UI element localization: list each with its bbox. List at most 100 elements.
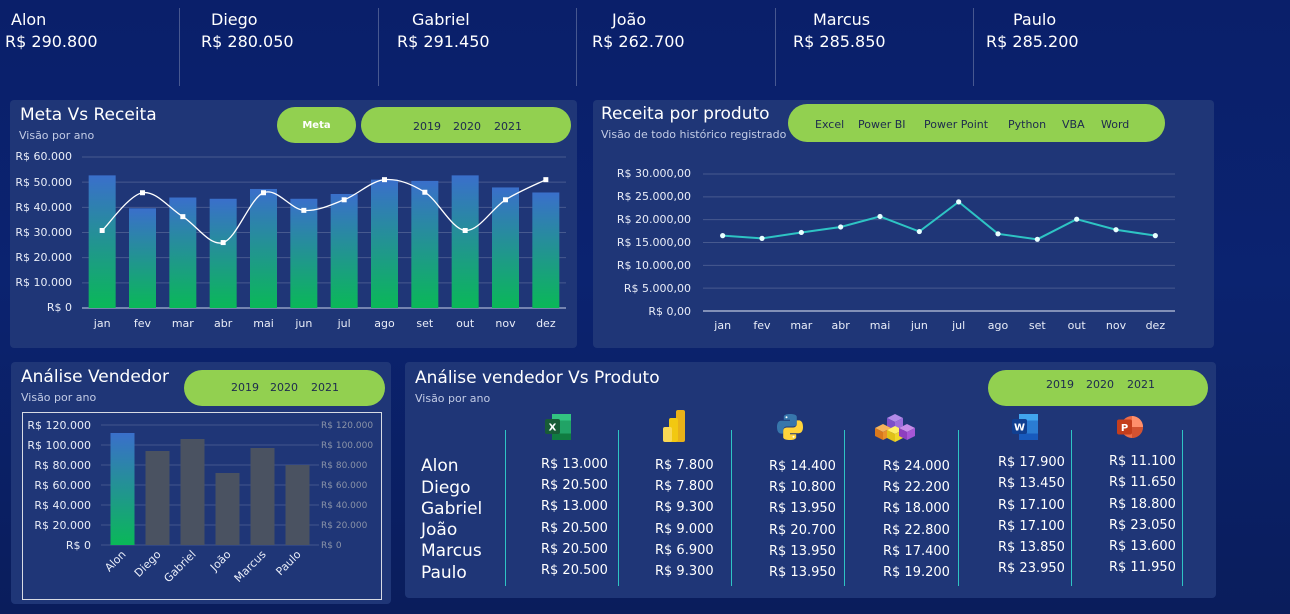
x-tick-label: dez xyxy=(536,317,556,330)
kpi-value: R$ 280.050 xyxy=(201,32,294,51)
revenue-point xyxy=(1034,236,1040,242)
python-icon xyxy=(777,414,803,440)
svg-text:X: X xyxy=(549,423,557,434)
year-option[interactable]: 2020 xyxy=(270,381,298,394)
year-option[interactable]: 2019 xyxy=(231,381,259,394)
y-tick-label: R$ 0 xyxy=(66,539,91,552)
value-cell: R$ 20.500 xyxy=(541,563,608,578)
meta-line xyxy=(101,178,547,244)
value-cell: R$ 7.800 xyxy=(655,479,714,494)
revenue-point xyxy=(759,235,765,241)
panel-title: Meta Vs Receita xyxy=(20,105,157,125)
value-cell: R$ 11.950 xyxy=(1109,560,1176,575)
value-cell: R$ 13.950 xyxy=(769,565,836,580)
value-cell: R$ 23.950 xyxy=(998,561,1065,576)
bar xyxy=(215,473,240,545)
bar xyxy=(250,188,277,308)
kpi-card: Gabriel R$ 291.450 xyxy=(379,8,577,86)
value-cell: R$ 14.400 xyxy=(769,459,836,474)
value-cell: R$ 20.500 xyxy=(541,521,608,536)
y-tick-label: R$ 100.000 xyxy=(27,439,91,452)
revenue-point xyxy=(916,228,922,235)
panel-subtitle: Visão por ano xyxy=(21,391,97,404)
kpi-value: R$ 291.450 xyxy=(397,32,490,51)
bar xyxy=(169,197,197,308)
meta-point xyxy=(382,177,387,183)
product-filter: Excel Power BI Power Point Python VBA Wo… xyxy=(788,104,1165,142)
analise-vendedor-chart: R$ 0 R$ 0 R$ 20.000 R$ 20.000 R$ 40.000 R$ 40… xyxy=(27,419,373,585)
kpi-value: R$ 285.850 xyxy=(793,32,886,51)
year-option[interactable]: 2021 xyxy=(311,381,339,394)
panel-subtitle: Visão por ano xyxy=(415,392,491,405)
y-tick-label: R$ 80.000 xyxy=(34,459,91,472)
y-tick-label: R$ 5.000,00 xyxy=(623,282,691,295)
meta-button-label: Meta xyxy=(302,120,331,131)
bar xyxy=(330,193,358,308)
value-cell: R$ 13.450 xyxy=(998,476,1065,491)
x-tick-label: out xyxy=(1068,319,1087,332)
product-option[interactable]: Excel xyxy=(815,118,845,131)
value-cell: R$ 10.800 xyxy=(769,480,836,495)
value-cell: R$ 11.650 xyxy=(1109,475,1176,490)
year-option[interactable]: 2021 xyxy=(1127,378,1155,391)
bar xyxy=(145,451,170,545)
column-divider xyxy=(505,430,506,586)
panel-title: Receita por produto xyxy=(601,104,770,124)
year-filter: 2019 2020 2021 xyxy=(988,370,1208,406)
value-cell: R$ 13.000 xyxy=(541,499,608,514)
kpi-value: R$ 285.200 xyxy=(986,32,1079,51)
x-tick-label: jul xyxy=(337,317,351,330)
value-cell: R$ 22.800 xyxy=(883,523,950,538)
product-option[interactable]: Word xyxy=(1101,118,1130,131)
y-tick-label: R$ 15.000,00 xyxy=(616,236,691,249)
word-icon: W xyxy=(1012,414,1038,440)
year-filter: 2019 2020 2021 xyxy=(184,370,385,406)
kpi-value: R$ 290.800 xyxy=(5,32,98,51)
value-cell: R$ 17.900 xyxy=(998,455,1065,470)
year-option[interactable]: 2019 xyxy=(413,120,441,133)
revenue-point xyxy=(877,213,883,220)
x-tick-label: jan xyxy=(93,317,111,330)
seller-name: João xyxy=(421,520,458,540)
value-cell: R$ 19.200 xyxy=(883,565,950,580)
x-tick-label: mai xyxy=(253,317,274,330)
kpi-name: Paulo xyxy=(1013,10,1057,29)
bar xyxy=(532,192,560,308)
product-option[interactable]: Power BI xyxy=(858,118,906,131)
y-tick-label: R$ 40.000 xyxy=(34,499,91,512)
x-tick-label: jan xyxy=(713,319,731,332)
value-cell: R$ 23.050 xyxy=(1109,518,1176,533)
revenue-point xyxy=(1074,216,1080,222)
secondary-y-tick-label: R$ 80.000 xyxy=(321,461,368,471)
year-option[interactable]: 2021 xyxy=(494,120,522,133)
svg-text:W: W xyxy=(1014,423,1025,434)
x-tick-label: ago xyxy=(374,317,395,330)
kpi-name: Diego xyxy=(211,10,258,29)
value-cell: R$ 7.800 xyxy=(655,458,714,473)
revenue-point xyxy=(1152,233,1158,239)
value-cell: R$ 13.850 xyxy=(998,540,1065,555)
value-cell: R$ 9.300 xyxy=(655,500,714,515)
revenue-point xyxy=(720,233,726,239)
kpi-card: João R$ 262.700 xyxy=(577,8,776,86)
value-cell: R$ 9.300 xyxy=(655,564,714,579)
meta-point xyxy=(341,197,347,203)
product-option[interactable]: Python xyxy=(1008,118,1047,131)
value-cell: R$ 20.500 xyxy=(541,542,608,557)
x-tick-label: mai xyxy=(870,319,891,332)
meta-point xyxy=(543,177,549,183)
meta-button[interactable]: Meta xyxy=(277,107,356,143)
value-cell: R$ 18.800 xyxy=(1109,497,1176,512)
product-option[interactable]: Power Point xyxy=(924,118,989,131)
year-option[interactable]: 2020 xyxy=(1086,378,1114,391)
year-option[interactable]: 2020 xyxy=(453,120,481,133)
meta-point xyxy=(261,190,266,196)
product-option[interactable]: VBA xyxy=(1062,118,1085,131)
column-divider xyxy=(618,430,619,586)
year-option[interactable]: 2019 xyxy=(1046,378,1074,391)
vba-icon xyxy=(875,414,915,442)
value-cell: R$ 9.000 xyxy=(655,522,714,537)
meta-point xyxy=(503,197,508,203)
value-cell: R$ 11.100 xyxy=(1109,454,1176,469)
y-tick-label: R$ 10.000,00 xyxy=(616,259,691,272)
